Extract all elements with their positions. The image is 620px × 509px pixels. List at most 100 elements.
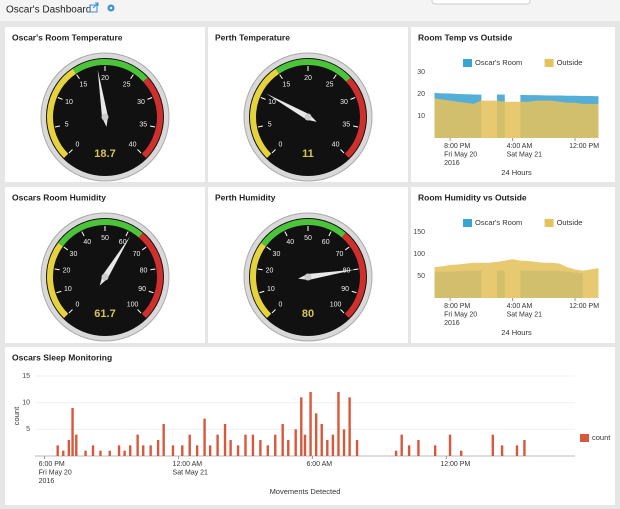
bar <box>181 445 184 456</box>
gauge-hub <box>304 113 312 121</box>
gauge-tick <box>54 268 60 271</box>
bar <box>400 434 403 456</box>
panel-title: Room Humidity vs Outside <box>418 192 527 202</box>
gauge-tick <box>147 97 153 100</box>
legend-label: count <box>592 433 611 442</box>
gauge-tick-label: 0 <box>75 141 79 148</box>
bar <box>188 434 191 456</box>
legend-swatch <box>544 59 554 67</box>
x-tick-label: Sat May 21 <box>507 151 543 158</box>
area <box>434 259 599 298</box>
bar <box>56 445 59 456</box>
gauge-tick-label: 10 <box>268 99 276 106</box>
panel-title: Oscars Sleep Monitoring <box>12 352 112 362</box>
gauge-needle <box>99 236 131 286</box>
toolbar-control[interactable] <box>431 0 531 5</box>
gauge-tick <box>333 74 337 80</box>
gauge-tick-label: 10 <box>65 99 73 106</box>
gauge-band <box>58 219 143 247</box>
bar <box>407 445 411 456</box>
bar <box>448 434 452 456</box>
bar <box>117 445 121 456</box>
x-tick-label: 4:00 AM <box>507 143 533 150</box>
gauge-band <box>47 68 77 159</box>
x-axis-title: 24 Hours <box>501 168 532 177</box>
legend-label: Outside <box>557 58 583 67</box>
gauge-band <box>250 242 272 319</box>
gauge-tick-label: 50 <box>101 235 109 242</box>
settings-icon[interactable] <box>107 4 115 12</box>
bar <box>84 450 87 456</box>
gauge-tick <box>279 74 283 80</box>
gauge-band <box>344 77 366 159</box>
gauge-tick-label: 30 <box>137 99 145 106</box>
gauge-tick <box>57 97 63 100</box>
gauge-tick-label: 15 <box>282 81 290 88</box>
gauge-tick <box>54 125 60 128</box>
bar <box>236 445 240 456</box>
gauge-tick-label: 0 <box>278 301 282 308</box>
legend-swatch <box>544 219 554 227</box>
bar <box>99 450 102 456</box>
gauge-hub <box>304 273 312 281</box>
gauge-tick-label: 10 <box>267 286 275 293</box>
gauge-tick-label: 30 <box>273 251 281 258</box>
bar <box>129 445 132 456</box>
x-tick-label: 12:00 PM <box>440 461 470 468</box>
x-tick-label: Fri May 20 <box>444 151 477 158</box>
legend-swatch <box>580 434 589 442</box>
x-tick-label: 12:00 PM <box>569 303 599 310</box>
bar <box>142 445 145 456</box>
gauge-tick <box>257 125 263 128</box>
gauge-value: 80 <box>302 308 314 320</box>
gauge-tick <box>340 309 345 314</box>
bar <box>108 450 111 456</box>
gauge-tick-label: 70 <box>133 251 141 258</box>
gauge-tick-label: 35 <box>342 121 350 128</box>
bar <box>433 445 437 456</box>
bar <box>394 450 398 456</box>
gauge-tick-label: 40 <box>129 141 137 148</box>
y-tick-label: 15 <box>22 373 30 380</box>
x-tick-label: Sat May 21 <box>507 311 543 318</box>
gauge-tick <box>81 231 85 237</box>
gauge-tick-label: 100 <box>330 301 342 308</box>
gauge-tick-label: 20 <box>304 75 312 82</box>
gauge-tick-label: 20 <box>63 268 71 275</box>
x-tick-label: Sat May 21 <box>173 469 209 476</box>
gauge-band <box>141 77 163 159</box>
y-axis-title: count <box>12 406 21 425</box>
legend-label: Oscar's Room <box>475 218 522 227</box>
gauge-tick-label: 70 <box>336 251 344 258</box>
bar <box>149 445 152 456</box>
y-tick-label: 150 <box>413 229 425 236</box>
gauge-band <box>250 68 280 159</box>
gauge-tick-label: 60 <box>322 239 330 246</box>
gauge-tick-label: 10 <box>64 286 72 293</box>
gauge-tick <box>340 149 345 154</box>
gauge-tick <box>284 231 288 237</box>
x-tick-label: 12:00 AM <box>173 461 203 468</box>
bar <box>251 434 255 456</box>
gauge-tick-label: 0 <box>75 301 79 308</box>
gauge-tick-label: 5 <box>65 121 69 128</box>
gauge-tick <box>150 125 156 128</box>
x-tick-label: 4:00 AM <box>507 303 533 310</box>
y-tick-label: 50 <box>417 273 425 280</box>
gauge-tick-label: 25 <box>123 81 131 88</box>
bar <box>417 440 420 456</box>
share-icon[interactable] <box>89 2 99 13</box>
y-tick-label: 10 <box>417 113 425 120</box>
gauge-tick-label: 20 <box>101 75 109 82</box>
gauge-tick <box>259 290 265 294</box>
gauge-tick <box>137 149 142 154</box>
gauge-tick <box>344 246 350 251</box>
bar <box>266 445 270 456</box>
gauge-tick-label: 100 <box>127 301 139 308</box>
gauge-tick-label: 80 <box>140 268 148 275</box>
legend-label: Oscar's Room <box>475 58 522 67</box>
gauge-value: 61.7 <box>94 308 115 320</box>
bar <box>515 445 519 456</box>
bar <box>314 413 318 456</box>
